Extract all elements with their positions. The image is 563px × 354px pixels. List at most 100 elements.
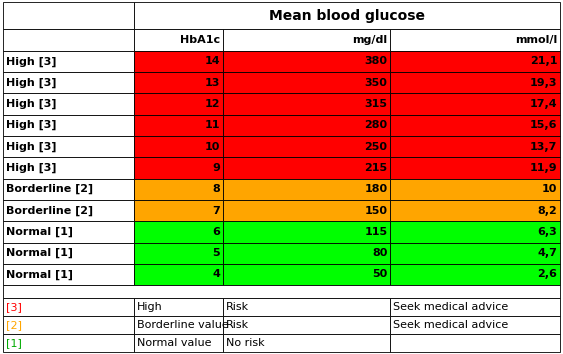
Bar: [223, 157, 390, 179]
Bar: [390, 200, 560, 221]
Text: 4,7: 4,7: [538, 248, 557, 258]
Bar: [134, 200, 223, 221]
Text: 215: 215: [364, 163, 387, 173]
Bar: [134, 242, 223, 264]
Text: Borderline [2]: Borderline [2]: [6, 205, 93, 216]
Bar: [134, 2, 560, 29]
Bar: [223, 93, 390, 115]
Text: High: High: [137, 302, 162, 312]
Bar: [223, 136, 390, 157]
Bar: [3, 316, 134, 334]
Text: [1]: [1]: [6, 338, 21, 348]
Bar: [3, 242, 134, 264]
Bar: [390, 93, 560, 115]
Bar: [3, 221, 134, 242]
Bar: [3, 179, 134, 200]
Bar: [390, 334, 560, 352]
Bar: [134, 264, 223, 285]
Bar: [3, 29, 134, 51]
Bar: [134, 221, 223, 242]
Text: High [3]: High [3]: [6, 99, 56, 109]
Text: 115: 115: [364, 227, 387, 237]
Text: Mean blood glucose: Mean blood glucose: [269, 8, 425, 23]
Bar: [390, 242, 560, 264]
Text: 8: 8: [212, 184, 220, 194]
Bar: [3, 72, 134, 93]
Text: 80: 80: [372, 248, 387, 258]
Bar: [390, 72, 560, 93]
Bar: [134, 179, 223, 200]
Text: 10: 10: [205, 142, 220, 152]
Bar: [134, 157, 223, 179]
Text: 380: 380: [364, 56, 387, 67]
Text: mg/dl: mg/dl: [352, 35, 387, 45]
Bar: [3, 136, 134, 157]
Text: mmol/l: mmol/l: [515, 35, 557, 45]
Text: Risk: Risk: [226, 302, 249, 312]
Bar: [390, 221, 560, 242]
Bar: [223, 334, 390, 352]
Text: HbA1c: HbA1c: [180, 35, 220, 45]
Bar: [223, 200, 390, 221]
Text: High [3]: High [3]: [6, 56, 56, 67]
Bar: [134, 334, 223, 352]
Text: High [3]: High [3]: [6, 142, 56, 152]
Text: 315: 315: [364, 99, 387, 109]
Text: 11,9: 11,9: [530, 163, 557, 173]
Text: Borderline [2]: Borderline [2]: [6, 184, 93, 194]
Bar: [3, 285, 560, 298]
Bar: [134, 51, 223, 72]
Bar: [390, 51, 560, 72]
Bar: [223, 264, 390, 285]
Text: Normal [1]: Normal [1]: [6, 248, 73, 258]
Text: 5: 5: [213, 248, 220, 258]
Text: 7: 7: [212, 206, 220, 216]
Bar: [134, 316, 223, 334]
Text: Risk: Risk: [226, 320, 249, 330]
Bar: [390, 29, 560, 51]
Bar: [390, 316, 560, 334]
Bar: [134, 136, 223, 157]
Bar: [223, 72, 390, 93]
Text: 14: 14: [204, 56, 220, 67]
Bar: [223, 221, 390, 242]
Text: Seek medical advice: Seek medical advice: [393, 302, 508, 312]
Text: 4: 4: [212, 269, 220, 279]
Text: Normal [1]: Normal [1]: [6, 227, 73, 237]
Bar: [134, 72, 223, 93]
Text: Seek medical advice: Seek medical advice: [393, 320, 508, 330]
Text: High [3]: High [3]: [6, 120, 56, 131]
Text: 19,3: 19,3: [530, 78, 557, 88]
Text: 9: 9: [212, 163, 220, 173]
Bar: [390, 179, 560, 200]
Text: Normal [1]: Normal [1]: [6, 269, 73, 280]
Text: 8,2: 8,2: [538, 206, 557, 216]
Bar: [223, 51, 390, 72]
Bar: [3, 264, 134, 285]
Bar: [390, 264, 560, 285]
Bar: [3, 157, 134, 179]
Text: Normal value: Normal value: [137, 338, 211, 348]
Text: 21,1: 21,1: [530, 56, 557, 67]
Bar: [3, 93, 134, 115]
Bar: [390, 115, 560, 136]
Text: 150: 150: [364, 206, 387, 216]
Text: 180: 180: [364, 184, 387, 194]
Text: 280: 280: [364, 120, 387, 130]
Bar: [223, 115, 390, 136]
Text: [3]: [3]: [6, 302, 21, 312]
Text: 11: 11: [205, 120, 220, 130]
Bar: [390, 298, 560, 316]
Bar: [223, 316, 390, 334]
Bar: [223, 242, 390, 264]
Text: 6,3: 6,3: [538, 227, 557, 237]
Text: No risk: No risk: [226, 338, 265, 348]
Bar: [134, 29, 223, 51]
Text: 350: 350: [364, 78, 387, 88]
Text: 17,4: 17,4: [530, 99, 557, 109]
Text: 10: 10: [542, 184, 557, 194]
Bar: [134, 115, 223, 136]
Text: 2,6: 2,6: [538, 269, 557, 279]
Bar: [3, 51, 134, 72]
Text: 12: 12: [205, 99, 220, 109]
